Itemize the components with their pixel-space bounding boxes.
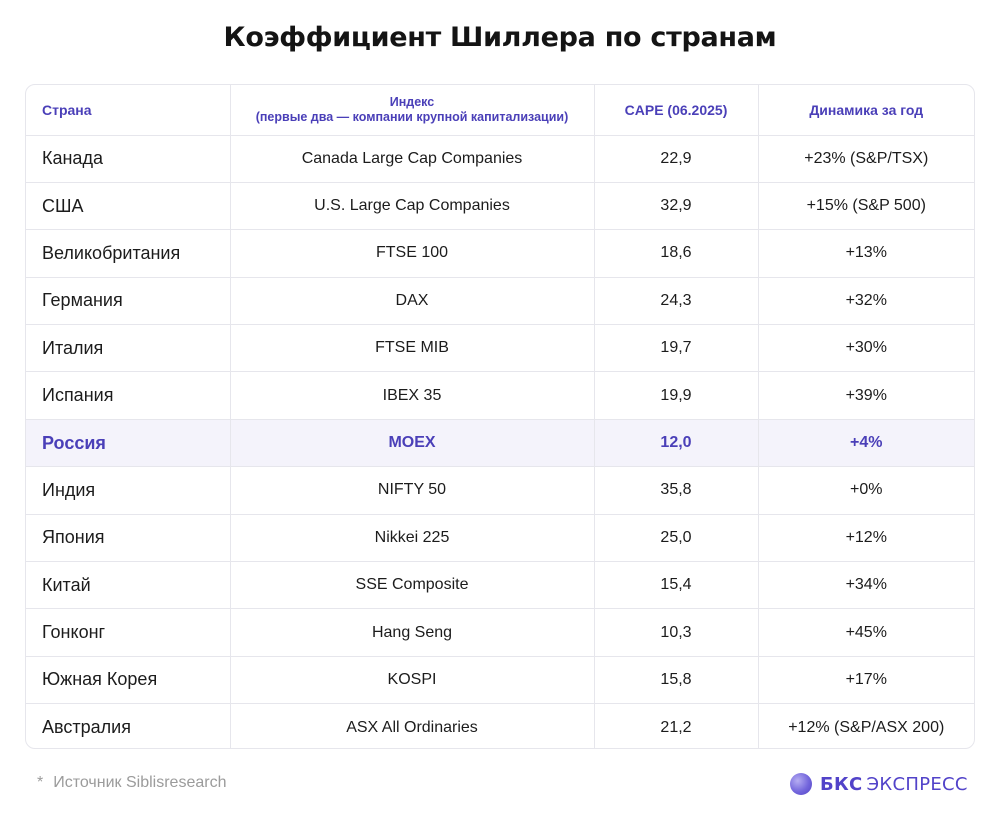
table-header-row: Страна Индекс (первые два — компании кру… xyxy=(26,85,974,136)
cape-cell: 21,2 xyxy=(594,703,759,748)
cape-cell: 15,4 xyxy=(594,561,759,610)
header-index-subtitle: (первые два — компании крупной капитализ… xyxy=(255,109,569,124)
country-cell: Япония xyxy=(26,514,231,563)
dynamics-cell: +17% xyxy=(758,656,974,705)
index-cell: U.S. Large Cap Companies xyxy=(230,182,595,231)
cape-cell: 22,9 xyxy=(594,135,759,183)
index-cell: DAX xyxy=(230,277,595,326)
table-row: Индия NIFTY 50 35,8 +0% xyxy=(26,466,974,515)
country-cell: Испания xyxy=(26,371,231,420)
table-row: Германия DAX 24,3 +32% xyxy=(26,277,974,326)
index-cell: Hang Seng xyxy=(230,608,595,657)
dynamics-cell: +45% xyxy=(758,608,974,657)
index-cell: KOSPI xyxy=(230,656,595,705)
country-cell: Индия xyxy=(26,466,231,515)
table-row: Канада Canada Large Cap Companies 22,9 +23%… xyxy=(26,135,974,183)
table-row: Испания IBEX 35 19,9 +39% xyxy=(26,371,974,420)
dynamics-cell: +23% (S&P/TSX) xyxy=(758,135,974,183)
table-row: Южная Корея KOSPI 15,8 +17% xyxy=(26,656,974,705)
country-cell: Южная Корея xyxy=(26,656,231,705)
footnote: * Источник Siblisresearch xyxy=(37,774,226,792)
cape-cell: 19,7 xyxy=(594,324,759,373)
country-cell: Канада xyxy=(26,135,231,183)
brand-name-part1: БКС xyxy=(820,773,863,795)
header-dynamics: Динамика за год xyxy=(758,85,974,136)
table-row: Япония Nikkei 225 25,0 +12% xyxy=(26,514,974,563)
footnote-marker: * xyxy=(37,774,44,791)
index-cell: NIFTY 50 xyxy=(230,466,595,515)
sphere-logo-icon xyxy=(790,773,812,795)
index-cell: FTSE MIB xyxy=(230,324,595,373)
cape-table: Страна Индекс (первые два — компании кру… xyxy=(26,85,974,748)
cape-cell: 18,6 xyxy=(594,229,759,278)
country-cell: Германия xyxy=(26,277,231,326)
cape-cell: 19,9 xyxy=(594,371,759,420)
table-row: Китай SSE Composite 15,4 +34% xyxy=(26,561,974,610)
country-cell: Китай xyxy=(26,561,231,610)
cape-cell: 15,8 xyxy=(594,656,759,705)
cape-cell: 10,3 xyxy=(594,608,759,657)
table-row: Италия FTSE MIB 19,7 +30% xyxy=(26,324,974,373)
dynamics-cell: +34% xyxy=(758,561,974,610)
dynamics-cell: +4% xyxy=(758,419,974,468)
table-row: Россия MOEX 12,0 +4% xyxy=(26,419,974,468)
cape-cell: 24,3 xyxy=(594,277,759,326)
index-cell: MOEX xyxy=(230,419,595,468)
country-cell: Великобритания xyxy=(26,229,231,278)
index-cell: Nikkei 225 xyxy=(230,514,595,563)
cape-cell: 32,9 xyxy=(594,182,759,231)
header-country: Страна xyxy=(26,85,231,136)
country-cell: Австралия xyxy=(26,703,231,748)
page-title: Коэффициент Шиллера по странам xyxy=(223,22,777,53)
index-cell: IBEX 35 xyxy=(230,371,595,420)
dynamics-cell: +32% xyxy=(758,277,974,326)
dynamics-cell: +0% xyxy=(758,466,974,515)
index-cell: SSE Composite xyxy=(230,561,595,610)
header-index-title: Индекс xyxy=(389,94,435,109)
brand-logo: БКС ЭКСПРЕСС xyxy=(790,771,968,797)
index-cell: Canada Large Cap Companies xyxy=(230,135,595,183)
dynamics-cell: +13% xyxy=(758,229,974,278)
dynamics-cell: +15% (S&P 500) xyxy=(758,182,974,231)
cape-cell: 35,8 xyxy=(594,466,759,515)
index-cell: FTSE 100 xyxy=(230,229,595,278)
cape-cell: 12,0 xyxy=(594,419,759,468)
header-index: Индекс (первые два — компании крупной ка… xyxy=(230,85,595,136)
country-cell: Россия xyxy=(26,419,231,468)
brand-name: БКС ЭКСПРЕСС xyxy=(820,774,968,795)
footnote-text: Источник Siblisresearch xyxy=(53,774,227,791)
dynamics-cell: +30% xyxy=(758,324,974,373)
index-cell: ASX All Ordinaries xyxy=(230,703,595,748)
country-cell: США xyxy=(26,182,231,231)
dynamics-cell: +39% xyxy=(758,371,974,420)
dynamics-cell: +12% (S&P/ASX 200) xyxy=(788,718,945,736)
cape-cell: 25,0 xyxy=(594,514,759,563)
table-row: Великобритания FTSE 100 18,6 +13% xyxy=(26,229,974,278)
table-row: Гонконг Hang Seng 10,3 +45% xyxy=(26,608,974,657)
header-cape: CAPE (06.2025) xyxy=(594,85,759,136)
table-row: США U.S. Large Cap Companies 32,9 +15% (S&P… xyxy=(26,182,974,231)
country-cell: Италия xyxy=(26,324,231,373)
table-row: Австралия ASX All Ordinaries 21,2 +12% (S&P… xyxy=(26,703,974,748)
brand-name-part2: ЭКСПРЕСС xyxy=(866,773,968,795)
country-cell: Гонконг xyxy=(26,608,231,657)
cape-table-container: Страна Индекс (первые два — компании кру… xyxy=(25,84,975,749)
dynamics-cell: +12% xyxy=(758,514,974,563)
